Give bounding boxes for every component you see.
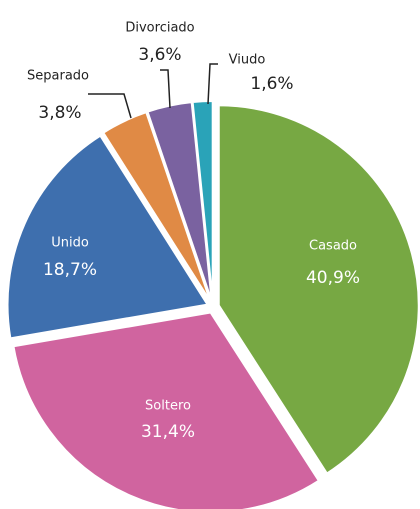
leader-line [160,69,171,109]
slice-name: Soltero [145,399,191,414]
slice-name: Viudo [229,53,266,68]
pie-slice [12,311,321,509]
slice-value: 18,7% [43,260,97,280]
slice-value: 40,9% [306,268,360,288]
slice-name: Separado [27,69,89,84]
slice-name: Divorciado [125,21,194,36]
slice-value: 3,6% [138,45,181,65]
leader-line [88,93,132,119]
slice-value: 1,6% [250,74,293,94]
pie-slice [6,134,210,340]
leader-line [207,63,218,105]
slice-value: 3,8% [38,103,81,123]
pie-slice [217,104,420,475]
pie-slice [101,110,212,303]
pie-slice [191,100,214,302]
slice-name: Casado [309,239,357,254]
slice-value: 31,4% [141,422,195,442]
slice-name: Unido [51,236,89,251]
